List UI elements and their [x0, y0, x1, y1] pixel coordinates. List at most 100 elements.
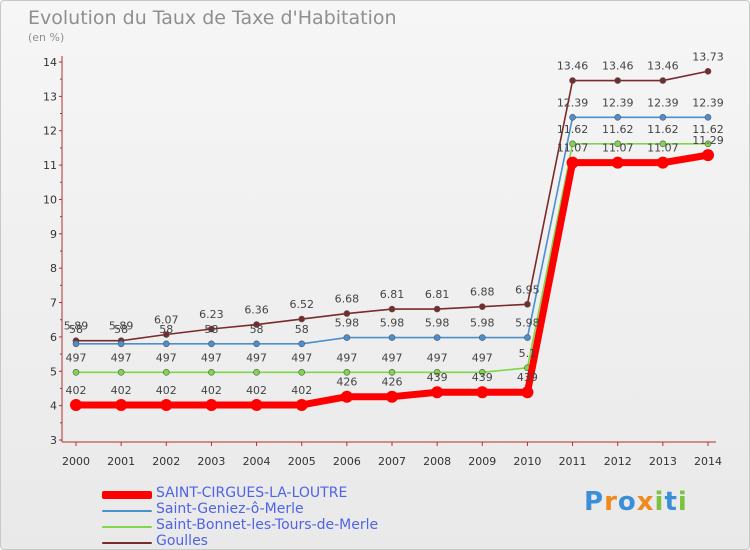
- data-point: [160, 398, 173, 411]
- legend-swatch: [102, 510, 152, 512]
- data-label: 11.07: [647, 142, 679, 155]
- data-point: [659, 140, 667, 148]
- logo-letter: o: [617, 487, 637, 517]
- x-tick-label: 2010: [513, 455, 541, 468]
- data-label: 497: [111, 351, 132, 364]
- data-point: [611, 156, 624, 169]
- data-point: [614, 140, 622, 148]
- data-point: [704, 67, 712, 75]
- data-point: [569, 140, 576, 148]
- data-point: [478, 334, 486, 341]
- data-point: [702, 149, 714, 162]
- data-point: [162, 340, 170, 348]
- y-tick-label: 14: [43, 56, 57, 69]
- data-point: [433, 369, 441, 376]
- data-label: 13.73: [692, 50, 724, 63]
- data-point: [162, 369, 170, 376]
- data-label: 6.81: [425, 288, 450, 301]
- data-point: [298, 369, 306, 376]
- y-tick-label: 8: [50, 262, 57, 275]
- data-label: 497: [201, 351, 222, 364]
- data-point: [298, 340, 306, 348]
- data-label: 13.46: [602, 60, 634, 73]
- data-label: 426: [382, 376, 403, 389]
- y-axis-unit-label: (en %): [28, 31, 65, 44]
- logo-letter: t: [664, 487, 678, 517]
- data-point: [208, 369, 215, 376]
- y-tick-label: 10: [43, 193, 57, 206]
- y-tick-label: 13: [43, 90, 57, 103]
- data-label: 12.39: [692, 96, 724, 109]
- data-label: 11.07: [557, 142, 589, 155]
- logo-letter: r: [604, 487, 618, 517]
- data-point: [253, 340, 260, 348]
- y-tick-label: 11: [43, 159, 57, 172]
- data-label: 11.07: [602, 142, 634, 155]
- series-line: [76, 151, 709, 409]
- data-point: [476, 386, 489, 399]
- data-point: [656, 156, 669, 169]
- data-point: [253, 369, 260, 376]
- data-label: 58: [159, 323, 173, 336]
- data-label: 497: [336, 351, 357, 364]
- data-label: 58: [204, 323, 218, 336]
- x-tick-label: 2006: [333, 455, 361, 468]
- data-point: [659, 77, 667, 84]
- x-tick-label: 2003: [197, 455, 225, 468]
- data-point: [388, 334, 396, 341]
- data-label: 439: [517, 371, 538, 384]
- data-label: 6.36: [244, 304, 269, 317]
- legend-swatch: [102, 491, 152, 499]
- data-label: 13.46: [647, 60, 679, 73]
- x-tick-label: 2007: [378, 455, 406, 468]
- data-label: 5.98: [335, 317, 360, 330]
- data-point: [250, 398, 263, 411]
- data-label: 11.62: [692, 123, 724, 136]
- data-point: [431, 386, 444, 399]
- data-point: [524, 300, 531, 308]
- data-label: 6.23: [199, 308, 224, 321]
- x-tick-label: 2001: [107, 455, 135, 468]
- data-point: [433, 305, 441, 313]
- data-label: 497: [66, 351, 87, 364]
- data-label: 5.98: [380, 317, 405, 330]
- data-point: [115, 398, 128, 411]
- x-tick-label: 2000: [62, 455, 90, 468]
- data-label: 497: [427, 351, 448, 364]
- data-label: 12.39: [647, 96, 679, 109]
- legend-swatch: [102, 526, 152, 528]
- data-label: 11.62: [602, 123, 634, 136]
- data-point: [614, 114, 622, 121]
- data-point: [569, 114, 576, 121]
- data-label: 402: [66, 384, 87, 397]
- y-tick-label: 5: [50, 365, 57, 378]
- data-point: [704, 140, 712, 148]
- y-tick-label: 4: [50, 400, 57, 413]
- data-label: 6.52: [289, 298, 314, 311]
- data-label: 439: [427, 371, 448, 384]
- chart-title: Evolution du Taux de Taxe d'Habitation: [28, 7, 397, 29]
- data-label: 58: [250, 323, 264, 336]
- x-tick-label: 2012: [604, 455, 632, 468]
- legend-label: Saint-Bonnet-les-Tours-de-Merle: [156, 517, 379, 533]
- data-label: 6.68: [335, 293, 360, 306]
- data-point: [253, 321, 260, 328]
- x-tick-label: 2013: [649, 455, 677, 468]
- data-label: 6.07: [154, 314, 179, 327]
- logo-letter: i: [654, 487, 665, 517]
- data-point: [162, 331, 170, 338]
- data-label: 402: [156, 384, 177, 397]
- x-tick-label: 2008: [423, 455, 451, 468]
- data-label: 426: [336, 376, 357, 389]
- data-label: 402: [291, 384, 312, 397]
- proxiti-logo: Proxiti: [584, 487, 688, 517]
- data-label: 11.29: [692, 134, 724, 147]
- y-tick-label: 9: [50, 228, 57, 241]
- data-point: [704, 114, 712, 121]
- data-point: [343, 334, 351, 341]
- data-label: 5.1: [519, 347, 537, 360]
- data-label: 497: [472, 351, 493, 364]
- data-point: [298, 315, 306, 323]
- data-point: [295, 398, 308, 411]
